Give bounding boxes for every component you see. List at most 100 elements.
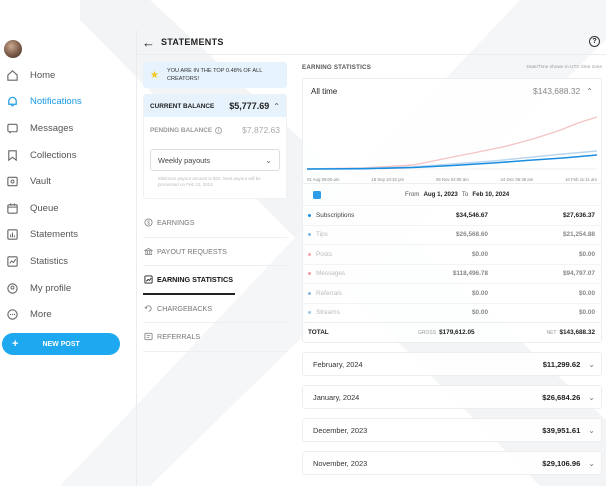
sidebar-item-vault[interactable]: Vault (0, 168, 136, 195)
help-icon[interactable]: ? (589, 36, 600, 47)
menu-referrals[interactable]: REFERRALS (143, 323, 287, 352)
month-label: February, 2024 (313, 359, 363, 369)
sidebar-item-queue[interactable]: Queue (0, 195, 136, 222)
sidebar-item-label: Collections (30, 149, 77, 161)
statements-icon (7, 229, 18, 241)
stat-row-subscriptions[interactable]: Subscriptions $34,546.67 $27,636.37 (303, 205, 601, 225)
total-row: TOTAL GROSS $179,612.05 NET $143,688.32 (303, 322, 601, 342)
stat-row-streams[interactable]: Streams $0.00 $0.00 (303, 302, 601, 323)
sidebar-item-more[interactable]: More (0, 301, 136, 328)
current-balance-value: $5,777.69 (229, 101, 270, 111)
section-title: EARNING STATISTICS (302, 63, 372, 71)
pending-balance-value: $7,872.63 (242, 125, 280, 135)
stat-net: $27,636.37 (563, 211, 595, 219)
x-tick: 01 Aug 06:00 am (307, 176, 340, 182)
current-balance-row[interactable]: CURRENT BALANCE $5,777.69 ⌃ (144, 95, 286, 117)
stat-row-referrals[interactable]: Referrals $0.00 $0.00 (303, 283, 601, 303)
statistics-card: All time $143,688.32 ⌃ 01 Aug 06:00 am 1… (302, 78, 602, 343)
bell-icon (8, 97, 17, 107)
calendar-icon (7, 203, 18, 214)
date-from-label: From (405, 191, 420, 198)
menu-payout-requests[interactable]: PAYOUT REQUESTS (143, 238, 287, 266)
avatar[interactable] (4, 40, 22, 58)
menu-label: EARNING STATISTICS (157, 274, 234, 284)
stat-row-posts[interactable]: Posts $0.00 $0.00 (303, 244, 601, 264)
stat-gross: $0.00 (472, 250, 488, 258)
chevron-down-icon: ⌄ (588, 359, 595, 369)
sidebar-item-statements[interactable]: Statements (0, 222, 136, 249)
total-gross: $179,612.05 (439, 329, 475, 336)
chevron-up-icon[interactable]: ⌃ (273, 101, 280, 111)
sidebar-item-notifications[interactable]: Notifications (0, 89, 136, 116)
chevron-down-icon: ⌄ (588, 392, 595, 402)
sidebar-item-collections[interactable]: Collections (0, 142, 136, 169)
month-label: November, 2023 (313, 458, 368, 468)
month-value: $26,684.26 (542, 392, 581, 402)
x-tick: 10 Feb 11:11 am (565, 176, 597, 182)
menu-label: REFERRALS (157, 332, 201, 342)
back-arrow-icon[interactable]: ← (142, 34, 155, 50)
series-dot (308, 213, 311, 217)
sidebar-nav: Home Notifications Messages Collections … (0, 62, 136, 328)
sidebar-item-label: Notifications (30, 96, 82, 108)
top-creator-text: YOU ARE IN THE TOP 0.48% OF ALL CREATORS… (166, 68, 263, 82)
svg-text:$: $ (147, 221, 150, 227)
range-row[interactable]: All time $143,688.32 ⌃ (303, 79, 601, 103)
x-tick: 06 Nov 02:08 am (435, 176, 469, 182)
sidebar-item-messages[interactable]: Messages (0, 115, 136, 142)
month-label: December, 2023 (313, 425, 368, 435)
payout-frequency-select[interactable]: Weekly payouts ⌄ (150, 149, 280, 171)
statements-left-panel: ★ YOU ARE IN THE TOP 0.48% OF ALL CREATO… (143, 62, 287, 352)
total-net-group: NET $143,688.32 (546, 329, 595, 336)
menu-earning-statistics[interactable]: EARNING STATISTICS (143, 266, 235, 295)
date-range-row[interactable]: From Aug 1, 2023 To Feb 10, 2024 (303, 183, 601, 205)
total-gross-label: GROSS (418, 329, 437, 336)
dollar-icon: $ (144, 218, 153, 227)
stat-net: $0.00 (579, 250, 595, 258)
payout-note: Minimum payout amount is $20. Next payou… (158, 176, 261, 187)
header-divider (137, 54, 606, 55)
messages-series-line (306, 116, 598, 170)
stat-gross: $0.00 (472, 289, 488, 297)
refund-icon (144, 305, 152, 312)
sidebar-item-label: Vault (30, 176, 51, 188)
sidebar-item-statistics[interactable]: Statistics (0, 248, 136, 275)
sidebar-item-home[interactable]: Home (0, 62, 136, 89)
calendar-icon[interactable] (313, 190, 321, 199)
stat-name: Posts (316, 250, 332, 258)
stat-gross: $0.00 (472, 309, 488, 317)
month-row[interactable]: November, 2023 $29,106.96 ⌄ (302, 451, 602, 475)
plus-icon: + (12, 338, 19, 350)
chart-icon (7, 256, 18, 267)
sidebar-item-label: My profile (30, 282, 72, 294)
info-icon[interactable]: i (215, 126, 223, 134)
balance-box: CURRENT BALANCE $5,777.69 ⌃ PENDING BALA… (143, 94, 287, 199)
date-to: Feb 10, 2024 (472, 191, 510, 198)
sidebar-item-my-profile[interactable]: My profile (0, 275, 136, 302)
stat-gross: $26,568.60 (456, 231, 488, 239)
stat-row-messages[interactable]: Messages $118,496.78 $94,797.07 (303, 263, 601, 284)
month-row[interactable]: January, 2024 $26,684.26 ⌄ (302, 385, 602, 409)
sidebar: Home Notifications Messages Collections … (0, 0, 136, 486)
range-label: All time (311, 86, 338, 96)
stat-name: Referrals (316, 289, 342, 297)
month-value: $39,951.61 (542, 425, 581, 435)
stat-name: Messages (316, 270, 346, 278)
x-tick: 18 Sep 10:32 pm (371, 176, 405, 182)
stat-gross: $118,496.78 (452, 270, 488, 278)
chevron-up-icon[interactable]: ⌃ (586, 86, 593, 96)
menu-earnings[interactable]: $ EARNINGS (143, 209, 287, 238)
stat-row-tips[interactable]: Tips $26,568.60 $21,254.88 (303, 224, 601, 245)
new-post-button[interactable]: + NEW POST (2, 333, 120, 355)
menu-chargebacks[interactable]: CHARGEBACKS (143, 295, 287, 323)
timezone-note: Date/Time shown in UTC time zone (526, 64, 602, 70)
series-dot (308, 291, 311, 295)
current-balance-label: CURRENT BALANCE (150, 102, 215, 110)
bank-icon (144, 247, 153, 255)
home-icon (7, 69, 18, 81)
month-row[interactable]: February, 2024 $11,299.62 ⌄ (302, 352, 602, 376)
more-icon (7, 309, 18, 320)
referral-icon (144, 333, 153, 341)
page-title: STATEMENTS (161, 37, 224, 47)
month-row[interactable]: December, 2023 $39,951.61 ⌄ (302, 418, 602, 442)
